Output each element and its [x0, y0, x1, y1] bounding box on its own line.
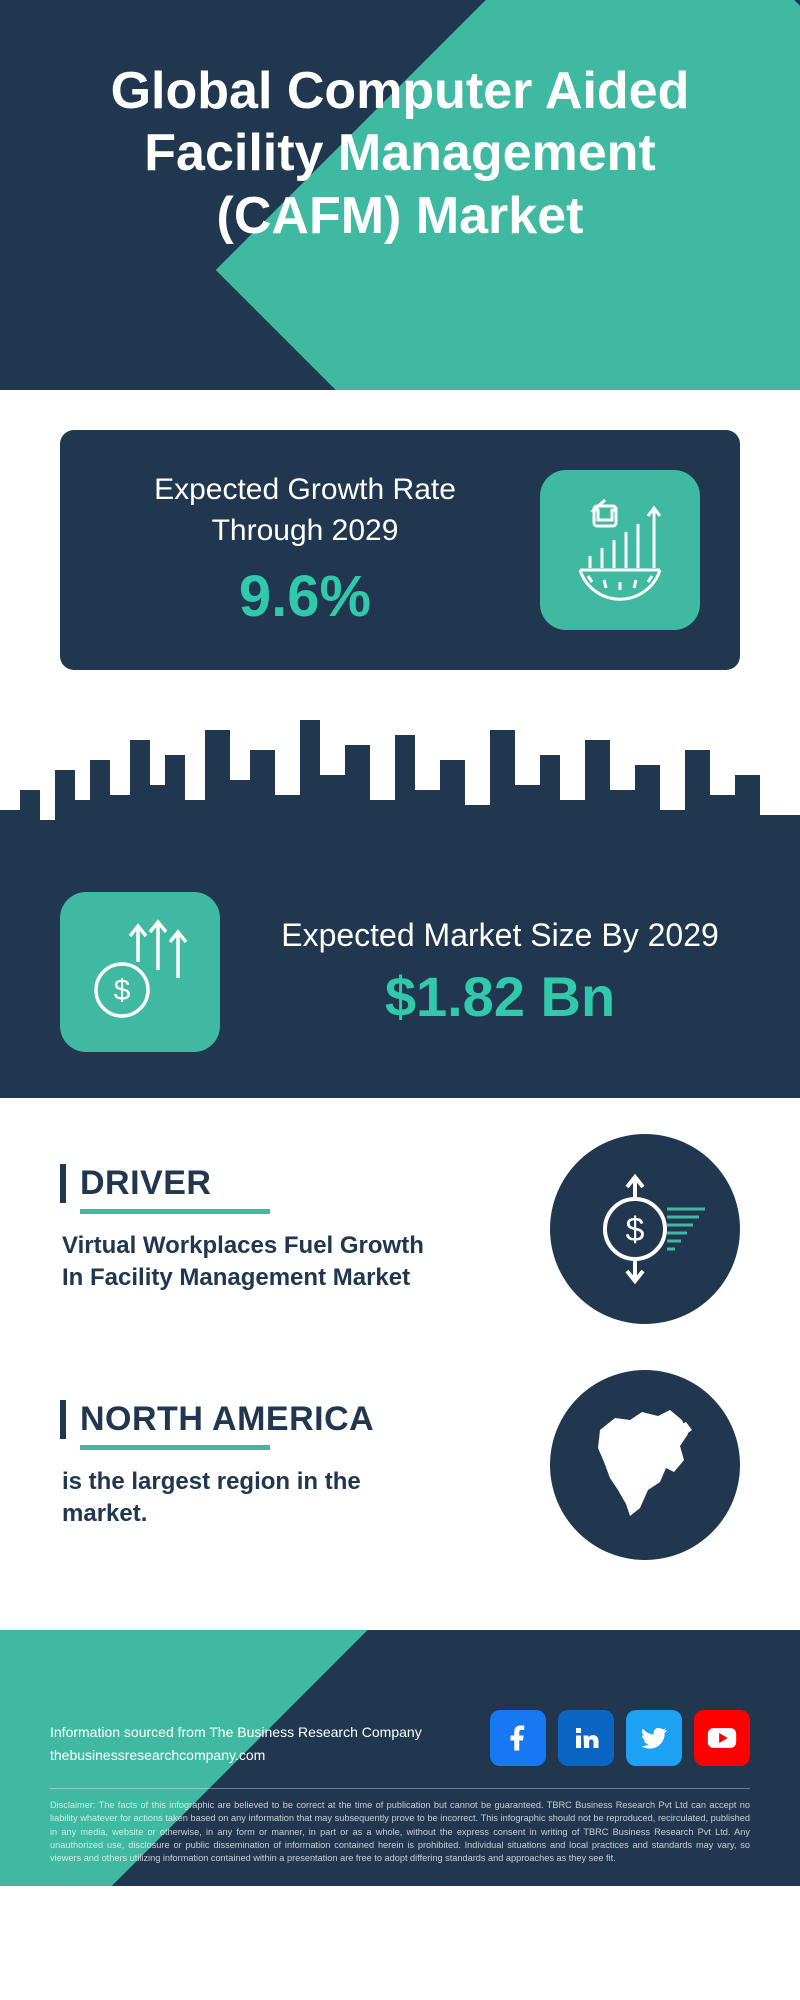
source-line-1: Information sourced from The Business Re…: [50, 1721, 422, 1743]
city-skyline-icon: [0, 700, 800, 860]
market-dollar-arrows-icon: $: [60, 892, 220, 1052]
market-label: Expected Market Size By 2029: [260, 915, 740, 957]
driver-section: DRIVER Virtual Workplaces Fuel Growth In…: [0, 1098, 800, 1334]
youtube-icon[interactable]: [694, 1710, 750, 1766]
heading-underline: [80, 1209, 270, 1214]
driver-heading: DRIVER: [60, 1164, 520, 1203]
source-attribution: Information sourced from The Business Re…: [50, 1721, 422, 1766]
page-title: Global Computer Aided Facility Managemen…: [0, 0, 800, 247]
growth-chart-icon: [540, 470, 700, 630]
market-value: $1.82 Bn: [260, 964, 740, 1029]
market-text-block: Expected Market Size By 2029 $1.82 Bn: [260, 915, 740, 1030]
facebook-icon[interactable]: [490, 1710, 546, 1766]
svg-text:$: $: [114, 974, 131, 1007]
growth-value: 9.6%: [100, 563, 510, 630]
region-section: NORTH AMERICA is the largest region in t…: [0, 1334, 800, 1570]
growth-text-block: Expected Growth Rate Through 2029 9.6%: [100, 470, 510, 630]
header-banner: Global Computer Aided Facility Managemen…: [0, 0, 800, 390]
linkedin-icon[interactable]: [558, 1710, 614, 1766]
spacer: [0, 390, 800, 430]
region-text-block: NORTH AMERICA is the largest region in t…: [60, 1400, 520, 1531]
footer-section: Information sourced from The Business Re…: [0, 1630, 800, 1886]
svg-text:$: $: [626, 1211, 645, 1249]
twitter-icon[interactable]: [626, 1710, 682, 1766]
source-line-2: thebusinessresearchcompany.com: [50, 1744, 422, 1766]
footer-row: Information sourced from The Business Re…: [50, 1710, 750, 1788]
north-america-map-icon: [550, 1370, 740, 1560]
driver-body: Virtual Workplaces Fuel Growth In Facili…: [60, 1230, 440, 1295]
market-size-card: $ Expected Market Size By 2029 $1.82 Bn: [0, 856, 800, 1098]
heading-underline: [80, 1445, 270, 1450]
driver-dollar-cycle-icon: $: [550, 1134, 740, 1324]
infographic-root: Global Computer Aided Facility Managemen…: [0, 0, 800, 1886]
growth-label: Expected Growth Rate Through 2029: [100, 470, 510, 551]
social-links: [490, 1710, 750, 1766]
growth-rate-card: Expected Growth Rate Through 2029 9.6%: [60, 430, 740, 670]
driver-text-block: DRIVER Virtual Workplaces Fuel Growth In…: [60, 1164, 520, 1295]
footer-divider: [50, 1788, 750, 1789]
region-heading: NORTH AMERICA: [60, 1400, 520, 1439]
skyline-section: $ Expected Market Size By 2029 $1.82 Bn: [0, 700, 800, 1098]
region-body: is the largest region in the market.: [60, 1466, 440, 1531]
disclaimer-text: Disclaimer: The facts of this infographi…: [50, 1799, 750, 1866]
